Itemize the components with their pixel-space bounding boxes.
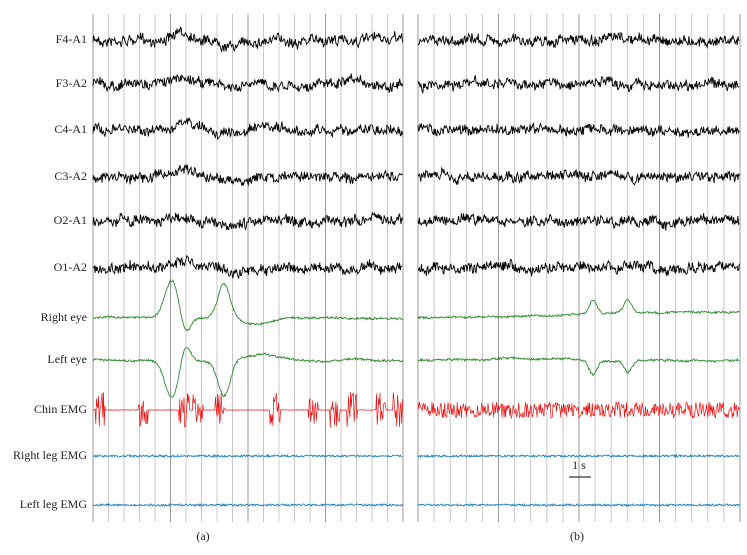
channel-label: Left eye bbox=[47, 352, 87, 366]
channel-label: F3-A2 bbox=[56, 76, 87, 90]
signal-trace bbox=[92, 453, 403, 459]
signal-trace bbox=[92, 211, 403, 231]
channel-label: C4-A1 bbox=[54, 122, 87, 136]
channel-label: C3-A2 bbox=[54, 169, 87, 183]
channel-label: Right leg EMG bbox=[13, 448, 87, 462]
signal-trace bbox=[92, 26, 403, 54]
signal-trace bbox=[417, 31, 740, 50]
signal-trace bbox=[92, 347, 403, 398]
panel-label: (b) bbox=[570, 529, 584, 543]
signal-trace bbox=[92, 164, 403, 187]
signal-trace bbox=[417, 298, 740, 320]
channel-label: Right eye bbox=[41, 310, 87, 324]
time-grid bbox=[92, 14, 741, 522]
signal-trace bbox=[92, 73, 403, 93]
panel-label: (a) bbox=[196, 529, 209, 543]
channel-label: O1-A2 bbox=[54, 260, 87, 274]
scale-label: 1 s bbox=[572, 458, 586, 472]
signal-trace bbox=[92, 392, 403, 428]
channel-label: Left leg EMG bbox=[20, 497, 88, 511]
signal-trace bbox=[417, 502, 740, 508]
signal-trace bbox=[417, 166, 740, 186]
channel-label: O2-A1 bbox=[54, 213, 87, 227]
channel-label: F4-A1 bbox=[56, 32, 87, 46]
signal-trace bbox=[417, 453, 740, 459]
channel-label: Chin EMG bbox=[34, 402, 87, 416]
signal-trace bbox=[417, 400, 740, 420]
signal-trace bbox=[92, 278, 403, 332]
signal-trace bbox=[417, 213, 740, 231]
signal-trace bbox=[92, 254, 403, 279]
signal-trace bbox=[417, 355, 740, 377]
channel-labels: F4-A1 F3-A2 C4-A1 C3-A2 O2-A1 O1-A2 Right eye L… bbox=[13, 32, 87, 511]
signal-trace bbox=[417, 122, 740, 138]
signal-trace bbox=[417, 74, 740, 94]
signal-trace bbox=[417, 258, 740, 278]
signal-trace bbox=[92, 116, 403, 140]
traces bbox=[92, 26, 740, 508]
signal-trace bbox=[92, 502, 403, 508]
